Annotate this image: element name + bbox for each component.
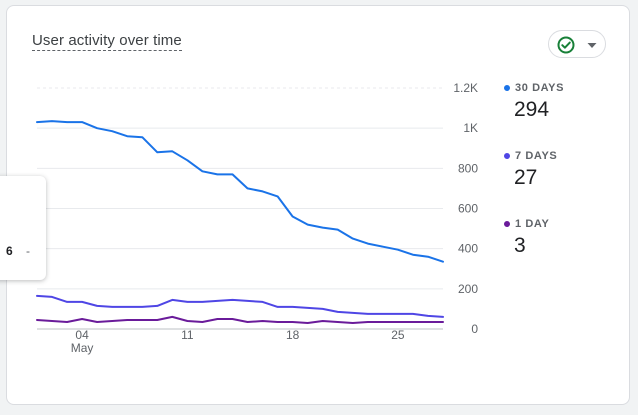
y-tick-label: 800: [458, 161, 478, 175]
series-line-30-days: [36, 120, 444, 263]
legend-item-7-days: 7 DAYS 27: [504, 150, 557, 190]
legend-item-30-days: 30 DAYS 294: [504, 82, 564, 122]
y-tick-label: 600: [458, 202, 478, 216]
legend-dot-icon: [504, 153, 510, 159]
user-activity-card: User activity over time 0 200 400 600 800 1K 1…: [6, 5, 630, 405]
x-tick-sublabel: May: [71, 341, 94, 355]
y-tick-label: 1.2K: [453, 81, 478, 95]
series-line-1-day: [36, 315, 444, 324]
legend-value-1-day: 3: [514, 234, 526, 257]
series-line-7-days: [36, 294, 444, 318]
legend-dot-icon: [504, 85, 510, 91]
caret-down-icon: [585, 36, 599, 59]
y-tick-label: 0: [471, 322, 478, 336]
legend-item-1-day: 1 DAY 3: [504, 218, 549, 258]
status-dropdown[interactable]: [548, 30, 606, 58]
x-tick-label: 25: [391, 328, 405, 342]
legend-label-7-days: 7 DAYS: [515, 150, 558, 162]
y-tick-label: 1K: [463, 121, 478, 135]
legend-value-7-days: 27: [514, 166, 538, 189]
check-circle-icon: [557, 36, 575, 59]
legend-label-30-days: 30 DAYS: [515, 82, 565, 94]
legend-label-1-day: 1 DAY: [515, 218, 550, 230]
x-tick-label: 18: [286, 328, 300, 342]
card-title[interactable]: User activity over time: [32, 32, 182, 51]
legend-dot-icon: [504, 221, 510, 227]
y-tick-label: 400: [458, 242, 478, 256]
tooltip-value: 6: [6, 244, 13, 258]
hover-tooltip: 6 -: [0, 176, 46, 280]
legend-value-30-days: 294: [514, 98, 550, 121]
x-tick-label: 04: [75, 328, 89, 342]
y-tick-label: 200: [458, 282, 478, 296]
tooltip-dash: -: [26, 244, 30, 258]
x-tick-label: 11: [181, 328, 194, 342]
